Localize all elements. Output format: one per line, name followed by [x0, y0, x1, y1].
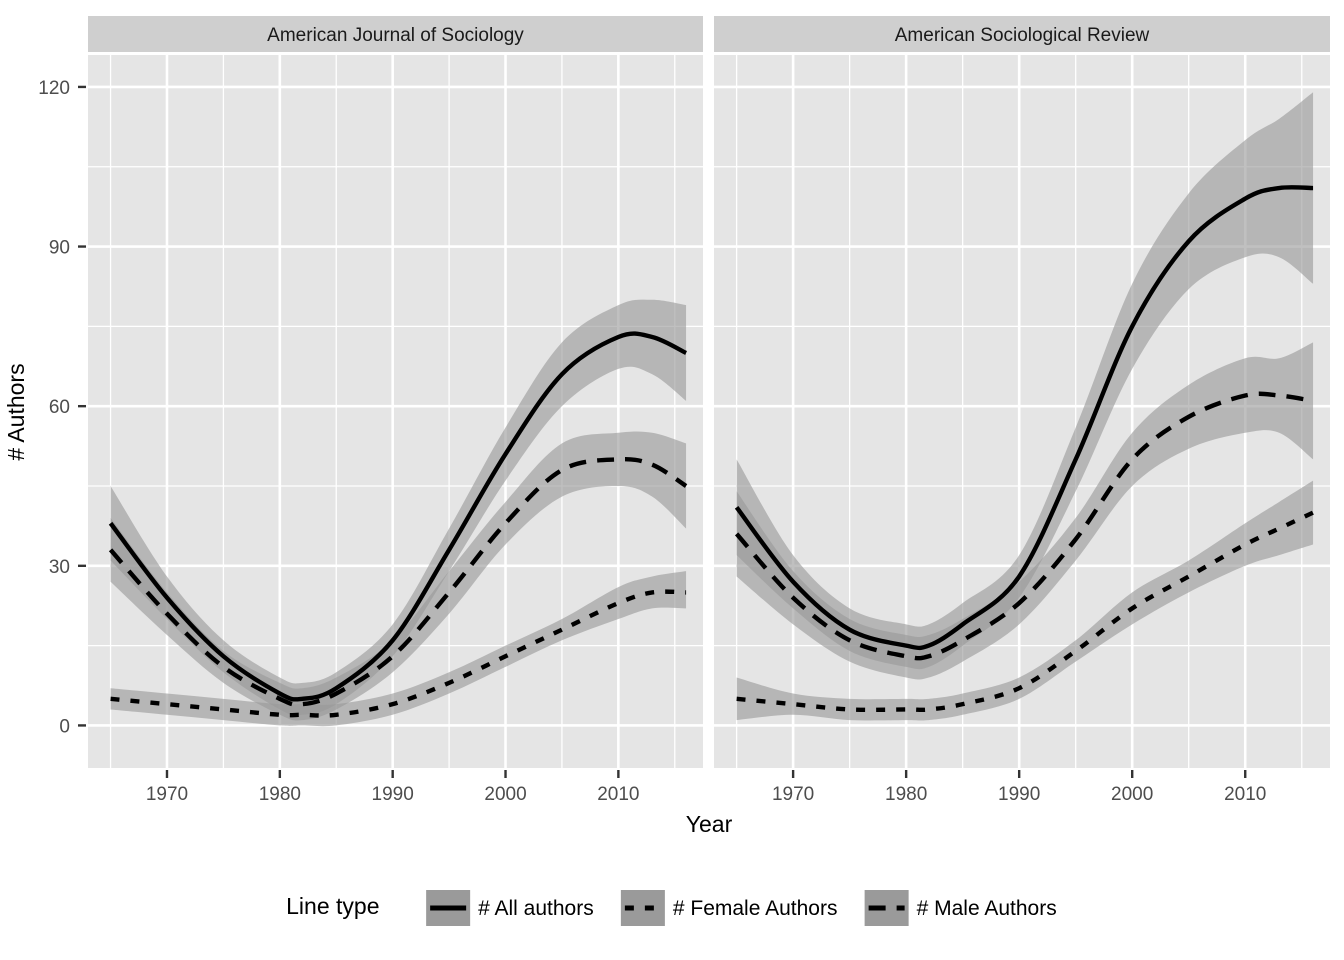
legend-item-1[interactable]: # All authors — [426, 890, 594, 926]
facet-strip-label-2: American Sociological Review — [895, 25, 1150, 46]
x-tick-label: 2010 — [1224, 784, 1266, 805]
legend: Line type # All authors # Female Authors # … — [286, 890, 1057, 926]
x-tick-label: 1980 — [259, 784, 301, 805]
legend-item-label: # Male Authors — [917, 897, 1057, 920]
confidence-ribbon — [736, 480, 1314, 721]
x-tick-label: 2010 — [597, 784, 639, 805]
series-group-2 — [734, 92, 1314, 721]
legend-item-3[interactable]: # Male Authors — [864, 890, 1057, 926]
confidence-ribbon — [736, 92, 1314, 670]
legend-title: Line type — [286, 893, 379, 919]
facet-panel-2: American Sociological Review — [714, 16, 1330, 768]
facet-strip-label-1: American Journal of Sociology — [267, 25, 524, 46]
series-line-dotted — [110, 589, 687, 718]
facet-strip-background — [88, 16, 703, 52]
series-line-solid — [734, 185, 1314, 651]
y-tick-label: 30 — [49, 557, 70, 578]
x-tick-label: 2000 — [484, 784, 526, 805]
axis-titles: Year # Authors — [3, 363, 733, 837]
x-tick-label: 2000 — [1111, 784, 1153, 805]
series-group-1 — [108, 299, 688, 727]
x-tick-label: 1970 — [772, 784, 814, 805]
x-tick-label: 1970 — [146, 784, 188, 805]
legend-item-2[interactable]: # Female Authors — [620, 890, 838, 926]
confidence-ribbon — [110, 571, 687, 727]
y-tick-label: 0 — [59, 716, 70, 737]
axes: 1970 1980 1990 2000 2010 1970 1980 1990 2000 2010… — [38, 78, 1266, 805]
legend-item-label: # Female Authors — [673, 897, 838, 920]
x-axis-title: Year — [686, 811, 733, 837]
x-tick-label: 1990 — [998, 784, 1040, 805]
series-line-solid — [108, 331, 688, 702]
x-tick-label: 1980 — [885, 784, 927, 805]
legend-item-label: # All authors — [478, 897, 594, 920]
x-tick-label: 1990 — [372, 784, 414, 805]
series-line-dashed — [734, 391, 1314, 661]
y-tick-label: 120 — [38, 78, 70, 99]
facet-panel-1: American Journal of Sociology — [88, 16, 703, 768]
facet-strip-background — [714, 16, 1330, 52]
y-tick-label: 60 — [49, 397, 70, 418]
y-tick-label: 90 — [49, 238, 70, 259]
y-axis-title: # Authors — [3, 363, 29, 460]
confidence-ribbon — [110, 431, 687, 721]
confidence-ribbon — [110, 299, 687, 716]
facet-panels: American Journal of Sociology American So… — [88, 16, 1330, 768]
